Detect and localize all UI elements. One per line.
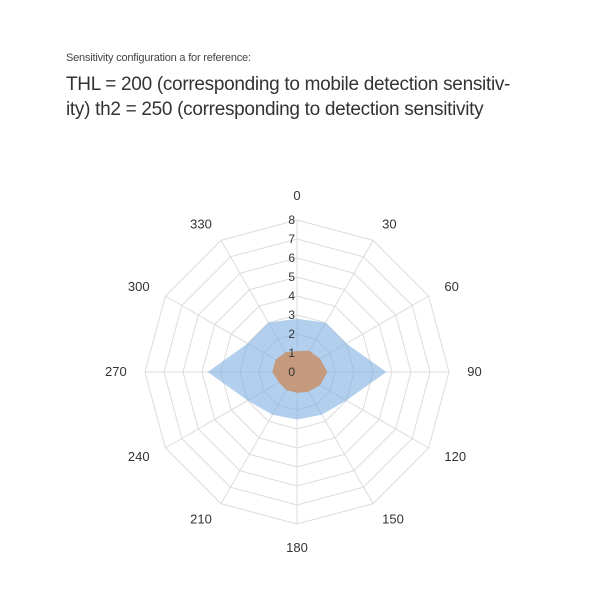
radial-tick-label: 8	[288, 213, 295, 227]
radial-tick-label: 1	[288, 346, 295, 360]
angle-label-0: 0	[293, 188, 300, 203]
angle-label-120: 120	[444, 449, 466, 464]
radial-tick-label: 3	[288, 308, 295, 322]
angle-label-270: 270	[105, 364, 127, 379]
radial-tick-label: 6	[288, 251, 295, 265]
angle-label-330: 330	[190, 217, 212, 232]
angle-label-180: 180	[286, 540, 308, 555]
angle-label-300: 300	[128, 279, 150, 294]
angle-label-240: 240	[128, 449, 150, 464]
series-2-area	[272, 350, 328, 393]
chart-heading: THL = 200 (corresponding to mobile detec…	[66, 74, 511, 120]
radial-tick-label: 0	[288, 365, 295, 379]
radial-tick-label: 4	[288, 289, 295, 303]
angle-label-90: 90	[467, 364, 481, 379]
radial-tick-label: 2	[288, 327, 295, 341]
chart-caption: Sensitivity configuration a for referenc…	[66, 52, 251, 64]
angle-label-150: 150	[382, 511, 404, 526]
radial-tick-label: 7	[288, 232, 295, 246]
angle-label-60: 60	[444, 279, 458, 294]
radial-tick-label: 5	[288, 270, 295, 284]
angle-label-30: 30	[382, 217, 396, 232]
angle-label-210: 210	[190, 511, 212, 526]
